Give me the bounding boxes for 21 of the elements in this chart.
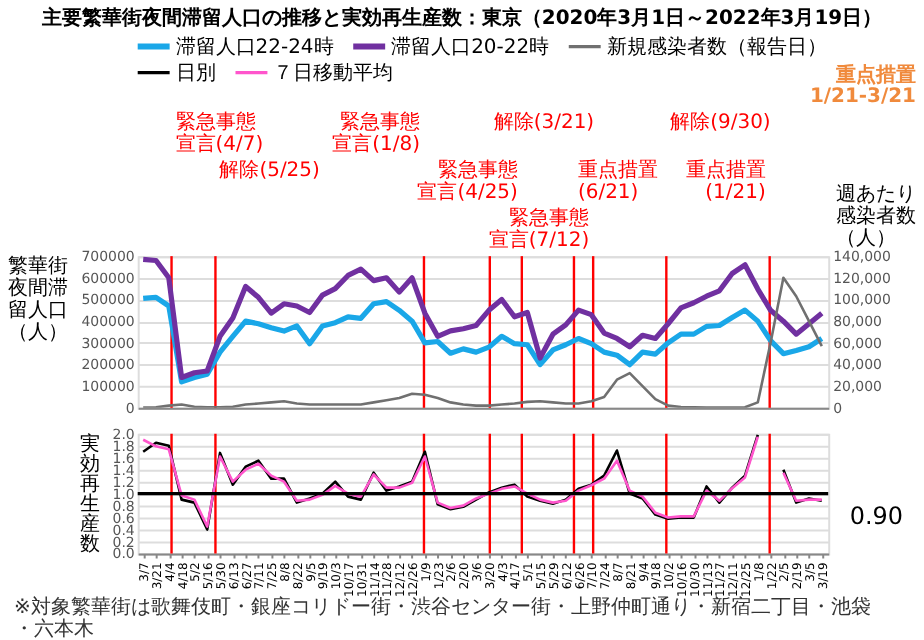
y-axis-title: 繁華街夜間滞留人口（人） — [7, 254, 68, 344]
legend-label: 滞留人口22-24時 — [175, 34, 334, 59]
legend-label: ７日移動平均 — [273, 60, 394, 85]
ref-line-label: 重点措置(6/21) — [577, 158, 658, 205]
ref-line-label: 緊急事態宣言(1/8) — [332, 110, 421, 157]
ref-line-label: 解除(5/25) — [219, 158, 320, 183]
legend-label: 新規感染者数（報告日） — [606, 34, 827, 59]
y2-axis-title: 週あたり感染者数（人） — [836, 184, 917, 251]
legend-label: 滞留人口20-22時 — [391, 34, 550, 59]
ref-line-label: 緊急事態宣言(4/25) — [417, 158, 519, 205]
legend-label: 日別 — [175, 62, 216, 85]
ref-line-label: 重点措置(1/21) — [685, 158, 766, 205]
text: ※対象繁華街は歌舞伎町・銀座コリドー街・渋谷センター街・上野仲町通り・新宿二丁目・池袋・六本木 — [13, 595, 871, 640]
ref-line-label: 解除(3/21) — [493, 110, 595, 135]
ref-line-label: 緊急事態宣言(7/12) — [488, 206, 590, 253]
annotation: 0.90 — [849, 501, 904, 530]
chart-title: 主要繁華街夜間滞留人口の推移と実効再生産数：東京（2020年3月1日～2022年3月19日） — [39, 5, 883, 30]
ref-line-label: 解除(9/30) — [670, 110, 771, 135]
text: 重点措置 1/21-3/21 — [809, 62, 917, 109]
y-axis-title: 実効再生産数 — [79, 431, 100, 556]
ref-line-label: 緊急事態宣言(4/7) — [175, 110, 264, 157]
